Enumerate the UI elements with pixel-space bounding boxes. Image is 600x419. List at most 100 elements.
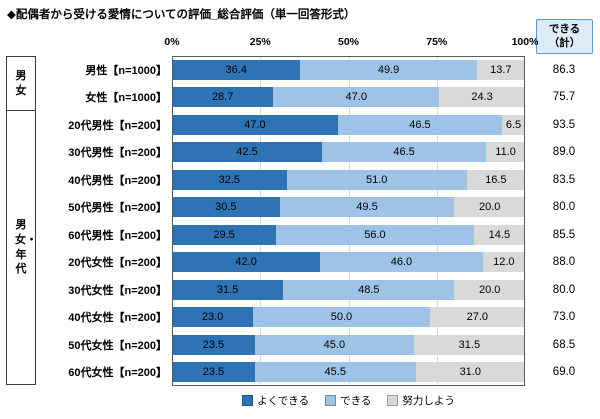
row-total: 68.5 bbox=[552, 338, 576, 351]
bar-track: 29.5 56.0 14.5 bbox=[172, 224, 525, 245]
bar-track: 23.5 45.5 31.0 bbox=[172, 362, 525, 383]
axis-tick: 100% bbox=[511, 36, 539, 48]
bar-value-label: 46.0 bbox=[390, 256, 413, 269]
bar-track: 42.0 46.0 12.0 bbox=[172, 252, 525, 273]
bar-value-label: 30.5 bbox=[215, 201, 237, 214]
row-total: 86.3 bbox=[552, 63, 576, 76]
bar-value-label: 12.0 bbox=[493, 256, 515, 269]
bar-segment: 46.5 bbox=[337, 114, 503, 135]
legend-item: できる bbox=[325, 393, 371, 408]
bar-value-label: 31.0 bbox=[459, 366, 481, 379]
bar-segment: 47.0 bbox=[273, 87, 440, 108]
bar-segment: 51.0 bbox=[286, 169, 467, 190]
bar-segment: 23.0 bbox=[172, 307, 254, 328]
bar-value-label: 6.5 bbox=[505, 118, 522, 131]
bar-segment: 48.5 bbox=[283, 279, 455, 300]
bar-track: 31.5 48.5 20.0 bbox=[172, 279, 525, 300]
chart-row: 60代男性【n=200】 29.5 56.0 14.5 85.5 bbox=[0, 221, 600, 249]
legend-swatch bbox=[325, 395, 337, 406]
bar-value-label: 49.9 bbox=[377, 63, 400, 76]
bar-segment: 11.0 bbox=[486, 142, 525, 163]
axis-tick: 25% bbox=[249, 36, 271, 48]
bar-track: 42.5 46.5 11.0 bbox=[172, 142, 525, 163]
group-label: 男女 bbox=[15, 69, 27, 97]
bar-value-label: 36.4 bbox=[225, 63, 247, 76]
bar-segment: 42.0 bbox=[172, 252, 321, 273]
bar-track: 30.5 49.5 20.0 bbox=[172, 197, 525, 218]
bar-segment: 13.7 bbox=[476, 59, 525, 80]
bar-value-label: 48.5 bbox=[358, 283, 380, 296]
bar-segment: 30.5 bbox=[172, 197, 280, 218]
chart-row: 40代男性【n=200】 32.5 51.0 16.5 83.5 bbox=[0, 166, 600, 194]
legend-item: 努力しよう bbox=[387, 393, 455, 408]
row-total: 69.0 bbox=[552, 366, 576, 379]
bar-segment: 23.5 bbox=[172, 362, 255, 383]
bar-value-label: 20.0 bbox=[478, 283, 501, 296]
bar-value-label: 32.5 bbox=[218, 173, 241, 186]
bar-value-label: 42.0 bbox=[235, 256, 257, 269]
row-label: 50代女性【n=200】 bbox=[68, 339, 167, 352]
row-label: 40代女性【n=200】 bbox=[68, 312, 167, 325]
bar-segment: 42.5 bbox=[172, 142, 323, 163]
chart-row: 女性【n=1000】 28.7 47.0 24.3 75.7 bbox=[0, 84, 600, 112]
bar-value-label: 56.0 bbox=[364, 228, 386, 241]
bar-segment: 27.0 bbox=[429, 307, 525, 328]
row-total: 85.5 bbox=[552, 228, 576, 241]
bar-value-label: 27.0 bbox=[466, 311, 489, 324]
bar-value-label: 24.3 bbox=[471, 91, 493, 104]
gridline bbox=[348, 56, 350, 386]
bar-segment: 6.5 bbox=[502, 114, 525, 135]
bar-value-label: 28.7 bbox=[211, 91, 234, 104]
total-column-header: できる （計） bbox=[536, 19, 593, 54]
chart-row: 20代女性【n=200】 42.0 46.0 12.0 88.0 bbox=[0, 249, 600, 277]
chart-row: 60代女性【n=200】 23.5 45.5 31.0 69.0 bbox=[0, 359, 600, 387]
bar-track: 36.4 49.9 13.7 bbox=[172, 59, 525, 80]
row-total: 93.5 bbox=[552, 118, 576, 131]
axis-tick: 50% bbox=[337, 36, 360, 48]
legend-item: よくできる bbox=[242, 393, 309, 408]
row-label: 40代男性【n=200】 bbox=[68, 174, 167, 187]
bar-value-label: 11.0 bbox=[495, 146, 516, 159]
gridlines bbox=[172, 56, 525, 386]
bar-segment: 28.7 bbox=[172, 87, 274, 108]
chart-title: ◆配偶者から受ける愛情についての評価_総合評価（単一回答形式） bbox=[7, 9, 356, 21]
bar-value-label: 46.5 bbox=[409, 118, 431, 131]
chart-rows: 男性【n=1000】 36.4 49.9 13.7 86.3 女性【n=1000】 28.7… bbox=[0, 56, 600, 386]
bar-value-label: 49.5 bbox=[356, 201, 378, 214]
row-label: 男性【n=1000】 bbox=[85, 64, 167, 77]
bar-value-label: 23.5 bbox=[202, 366, 225, 379]
bar-segment: 46.0 bbox=[320, 252, 483, 273]
axis-tick: 0% bbox=[164, 36, 180, 48]
legend-label: できる bbox=[340, 395, 372, 407]
bar-segment: 31.5 bbox=[413, 334, 525, 355]
bar-segment: 20.0 bbox=[454, 197, 525, 218]
bar-segment: 49.5 bbox=[279, 197, 455, 218]
bar-value-label: 47.0 bbox=[244, 118, 266, 131]
bar-value-label: 31.5 bbox=[216, 283, 239, 296]
bar-segment: 29.5 bbox=[172, 224, 277, 245]
bar-track: 23.5 45.0 31.5 bbox=[172, 334, 525, 355]
legend-swatch bbox=[242, 395, 254, 406]
bar-value-label: 45.0 bbox=[323, 338, 346, 351]
bar-segment: 12.0 bbox=[482, 252, 525, 273]
bar-segment: 16.5 bbox=[466, 169, 525, 190]
bar-value-label: 14.5 bbox=[488, 228, 511, 241]
chart-row: 50代女性【n=200】 23.5 45.0 31.5 68.5 bbox=[0, 331, 600, 359]
chart-row: 50代男性【n=200】 30.5 49.5 20.0 80.0 bbox=[0, 194, 600, 222]
bar-value-label: 31.5 bbox=[458, 338, 481, 351]
bar-value-label: 45.5 bbox=[324, 366, 346, 379]
bar-segment: 47.0 bbox=[172, 114, 338, 135]
bar-segment: 45.0 bbox=[254, 334, 414, 355]
bar-value-label: 13.7 bbox=[490, 63, 512, 76]
total-header-line2: （計） bbox=[548, 36, 581, 49]
bar-value-label: 46.5 bbox=[393, 146, 415, 159]
bar-segment: 24.3 bbox=[439, 87, 525, 108]
bar-track: 47.0 46.5 6.5 bbox=[172, 114, 525, 135]
bar-track: 23.0 50.0 27.0 bbox=[172, 307, 525, 328]
chart-row: 40代女性【n=200】 23.0 50.0 27.0 73.0 bbox=[0, 304, 600, 332]
bar-segment: 36.4 bbox=[172, 59, 301, 80]
row-total: 83.5 bbox=[552, 173, 576, 186]
bar-segment: 31.5 bbox=[172, 279, 284, 300]
total-header-line1: できる bbox=[548, 22, 581, 35]
